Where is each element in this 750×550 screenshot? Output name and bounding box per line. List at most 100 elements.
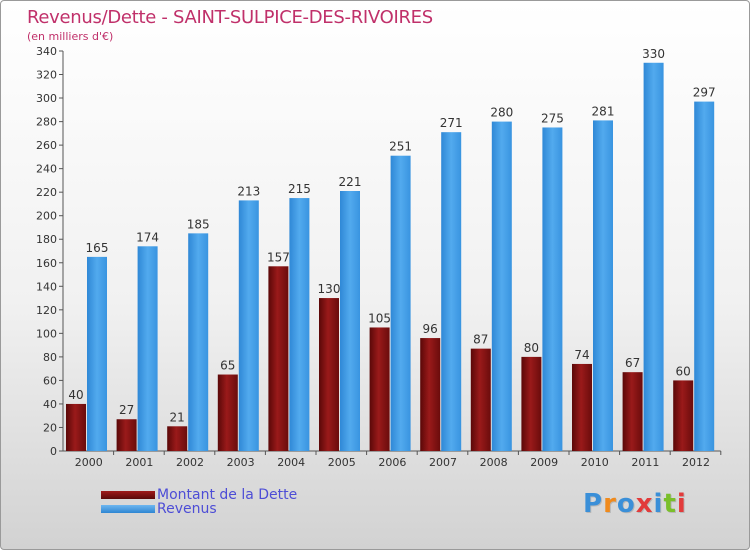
x-tick-label: 2002 <box>176 456 204 469</box>
y-tick-label: 320 <box>36 69 57 82</box>
proxiti-logo: Proxiti <box>583 489 687 519</box>
bar-dette <box>217 374 238 451</box>
y-tick-label: 300 <box>36 92 57 105</box>
bar-dette <box>470 348 491 451</box>
bar-dette <box>673 380 694 451</box>
legend-swatch-revenus <box>101 505 155 513</box>
logo-letter: i <box>676 489 687 519</box>
legend-label-dette: Montant de la Dette <box>157 487 298 503</box>
logo-letter: t <box>663 489 677 519</box>
x-tick-label: 2011 <box>631 456 659 469</box>
data-label-revenus: 275 <box>541 111 564 125</box>
bar-dette <box>369 327 390 451</box>
y-tick-label: 240 <box>36 163 57 176</box>
y-tick-label: 160 <box>36 257 57 270</box>
data-label-dette: 74 <box>574 348 589 362</box>
data-label-dette: 130 <box>318 282 341 296</box>
bar-revenus <box>238 200 259 451</box>
bar-revenus <box>289 198 310 451</box>
y-tick-label: 40 <box>43 398 57 411</box>
x-tick-label: 2004 <box>277 456 305 469</box>
data-label-dette: 80 <box>524 341 539 355</box>
bar-revenus <box>542 127 563 452</box>
data-label-revenus: 297 <box>693 86 716 100</box>
logo-letter: P <box>583 489 604 519</box>
legend-label-revenus: Revenus <box>157 501 217 517</box>
bar-dette <box>521 356 542 451</box>
legend-item-dette: Montant de la Dette <box>101 487 297 503</box>
y-tick-label: 180 <box>36 233 57 246</box>
data-label-revenus: 185 <box>187 217 210 231</box>
logo-letter: o <box>616 489 636 519</box>
data-label-dette: 157 <box>267 250 290 264</box>
y-tick-label: 0 <box>50 445 57 458</box>
x-tick-label: 2003 <box>227 456 255 469</box>
data-label-revenus: 271 <box>440 116 463 130</box>
data-label-revenus: 165 <box>86 241 109 255</box>
bar-revenus <box>137 246 158 451</box>
bar-revenus <box>593 120 613 451</box>
data-label-dette: 105 <box>368 311 391 325</box>
bar-revenus <box>441 132 462 452</box>
y-tick-label: 120 <box>36 304 57 317</box>
x-tick-label: 2008 <box>480 456 508 469</box>
logo-letter: r <box>603 489 617 519</box>
data-label-revenus: 280 <box>490 106 513 120</box>
data-label-revenus: 215 <box>288 182 311 196</box>
y-tick-label: 140 <box>36 280 57 293</box>
data-label-dette: 40 <box>68 388 83 402</box>
bar-revenus <box>390 155 411 452</box>
x-tick-label: 2009 <box>530 456 558 469</box>
data-label-dette: 96 <box>423 322 438 336</box>
data-label-revenus: 330 <box>642 47 665 61</box>
x-tick-label: 2006 <box>378 456 406 469</box>
bar-dette <box>319 298 339 451</box>
data-label-dette: 65 <box>220 359 235 373</box>
logo-letter: i <box>653 489 664 519</box>
y-tick-label: 340 <box>36 45 57 58</box>
y-tick-label: 60 <box>43 374 57 387</box>
y-tick-label: 220 <box>36 186 57 199</box>
y-tick-label: 20 <box>43 421 57 434</box>
bar-dette <box>167 426 188 451</box>
chart-title: Revenus/Dette - SAINT-SULPICE-DES-RIVOIR… <box>27 7 433 28</box>
bar-dette <box>268 266 289 451</box>
data-label-dette: 60 <box>676 364 691 378</box>
chart-subtitle: (en milliers d'€) <box>27 30 114 43</box>
data-label-revenus: 281 <box>592 104 615 118</box>
y-tick-label: 80 <box>43 351 57 364</box>
bar-revenus <box>491 121 512 452</box>
bar-dette <box>622 372 643 451</box>
data-label-dette: 21 <box>170 410 185 424</box>
data-label-dette: 27 <box>119 403 134 417</box>
bar-revenus <box>188 233 209 451</box>
x-tick-label: 2007 <box>429 456 457 469</box>
y-tick-label: 100 <box>36 327 57 340</box>
data-label-revenus: 213 <box>237 184 260 198</box>
bar-dette <box>572 363 592 451</box>
data-label-revenus: 174 <box>136 230 159 244</box>
x-tick-label: 2005 <box>328 456 356 469</box>
data-label-dette: 87 <box>473 333 488 347</box>
x-tick-label: 2001 <box>125 456 153 469</box>
data-label-revenus: 221 <box>339 175 362 189</box>
x-tick-label: 2010 <box>581 456 609 469</box>
bar-revenus <box>340 191 360 451</box>
bar-revenus <box>87 256 107 451</box>
legend-swatch-dette <box>101 491 155 499</box>
bar-revenus <box>643 62 664 451</box>
bar-dette <box>116 419 137 451</box>
bar-dette <box>66 403 86 451</box>
y-tick-label: 260 <box>36 139 57 152</box>
bar-dette <box>420 338 441 451</box>
legend-item-revenus: Revenus <box>101 501 217 517</box>
y-tick-label: 280 <box>36 116 57 129</box>
data-label-revenus: 251 <box>389 140 412 154</box>
x-tick-label: 2000 <box>75 456 103 469</box>
bar-revenus <box>694 101 715 452</box>
logo-letter: x <box>635 489 654 519</box>
y-tick-label: 200 <box>36 210 57 223</box>
data-label-dette: 67 <box>625 356 640 370</box>
